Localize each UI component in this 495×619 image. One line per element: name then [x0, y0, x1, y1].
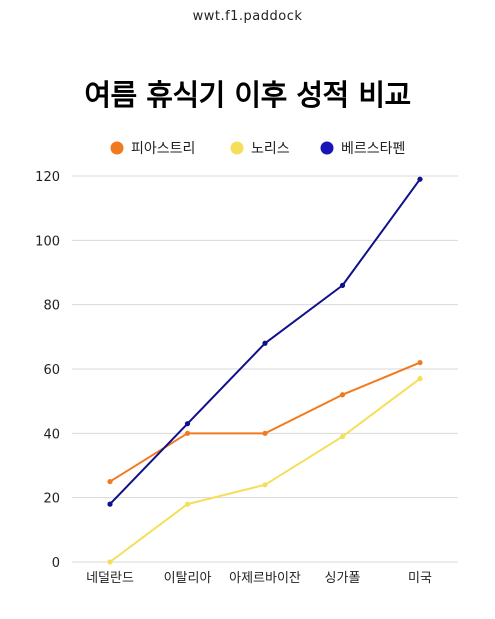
y-tick-label: 0 — [52, 556, 60, 571]
series-line-0 — [109, 361, 421, 483]
brand-watermark: wwt.f1.paddock — [192, 9, 303, 24]
y-tick-label: 20 — [43, 492, 60, 507]
y-tick-label: 80 — [43, 299, 60, 314]
data-point — [417, 359, 423, 366]
legend-label: 노리스 — [251, 141, 290, 157]
data-point — [184, 430, 191, 436]
data-point — [339, 392, 346, 398]
x-tick-label: 미국 — [408, 571, 432, 586]
series-line-1 — [109, 377, 421, 563]
data-point — [339, 433, 346, 440]
legend-marker — [110, 141, 124, 155]
data-point — [107, 559, 113, 565]
y-axis-ticks: 0 20 40 60 80 100 120 — [35, 170, 60, 571]
data-point — [107, 501, 113, 507]
legend-item-0: 피아스트리 — [110, 141, 195, 157]
x-tick-label: 네덜란드 — [86, 571, 134, 586]
chart-series — [107, 176, 423, 565]
y-tick-label: 100 — [35, 234, 60, 249]
x-tick-label: 이탈리아 — [164, 571, 212, 586]
y-tick-label: 60 — [43, 363, 60, 378]
y-tick-label: 120 — [35, 170, 60, 185]
legend-item-2: 베르스타펜 — [320, 141, 405, 157]
data-point — [184, 421, 191, 427]
data-point — [184, 501, 191, 507]
x-tick-label: 아제르바이잔 — [229, 571, 301, 586]
data-point — [262, 482, 268, 488]
data-point — [262, 340, 268, 346]
data-point — [339, 282, 346, 288]
x-axis-ticks: 네덜란드 이탈리아 아제르바이잔 싱가폴 미국 — [86, 571, 432, 586]
legend-marker — [320, 141, 334, 155]
x-tick-label: 싱가폴 — [325, 571, 361, 586]
data-point — [417, 176, 423, 182]
legend-label: 피아스트리 — [131, 141, 195, 157]
data-point — [417, 376, 423, 382]
chart-grid — [72, 175, 458, 563]
chart-legend: 피아스트리 노리스 베르스타펜 — [110, 141, 405, 157]
chart-title: 여름 휴식기 이후 성적 비교 — [84, 78, 411, 112]
legend-item-1: 노리스 — [230, 141, 290, 157]
legend-marker — [230, 141, 244, 155]
data-point — [107, 478, 113, 485]
y-tick-label: 40 — [43, 427, 60, 442]
data-point — [262, 430, 268, 436]
legend-label: 베르스타펜 — [341, 141, 405, 157]
